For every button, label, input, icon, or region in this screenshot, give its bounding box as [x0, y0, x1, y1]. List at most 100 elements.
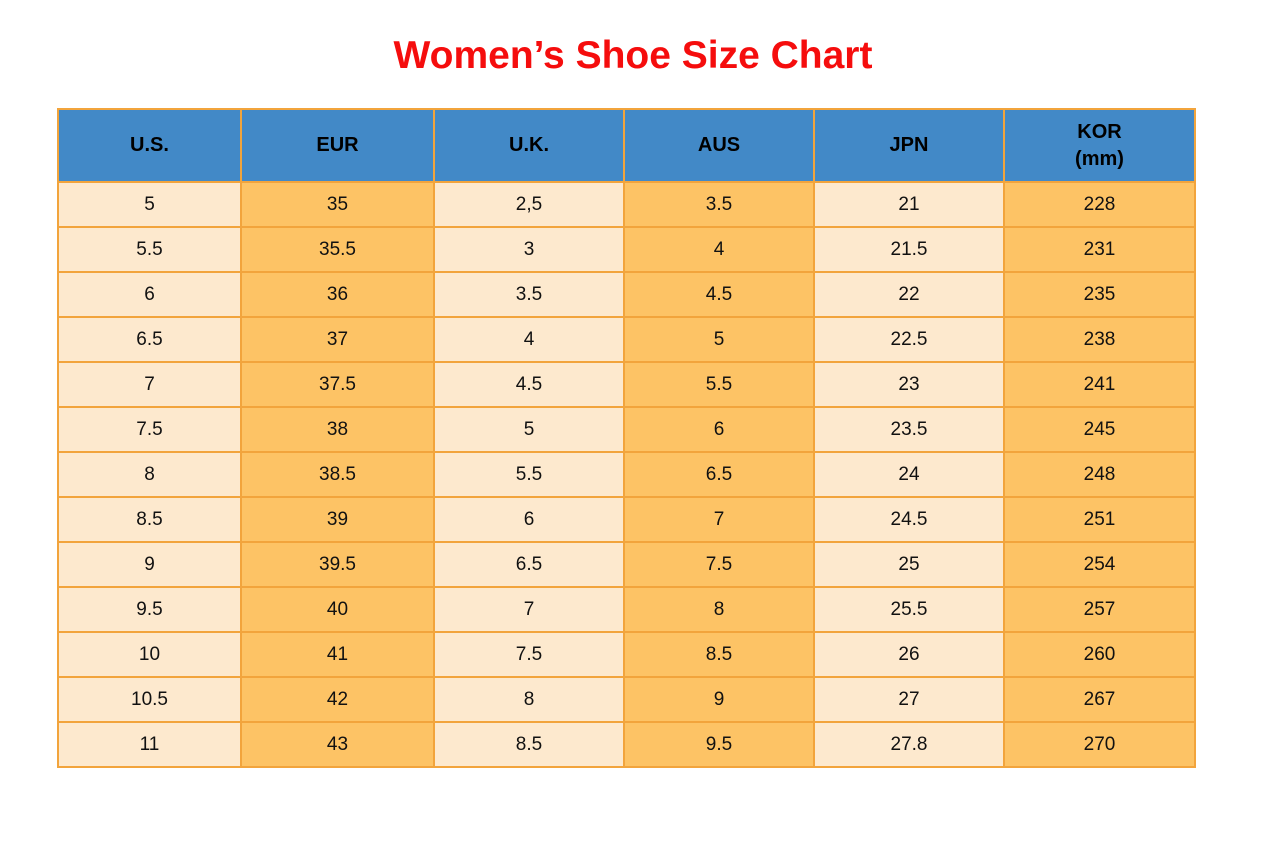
column-header-5: KOR (mm)	[1003, 108, 1196, 183]
table-cell: 36	[240, 271, 435, 318]
table-cell: 25	[813, 541, 1005, 588]
column-header-2: U.K.	[433, 108, 625, 183]
table-cell: 8	[433, 676, 625, 723]
table-cell: 23.5	[813, 406, 1005, 453]
table-cell: 235	[1003, 271, 1196, 318]
table-cell: 7.5	[433, 631, 625, 678]
table-cell: 8	[57, 451, 242, 498]
table-cell: 4.5	[433, 361, 625, 408]
table-cell: 22	[813, 271, 1005, 318]
table-cell: 39	[240, 496, 435, 543]
table-cell: 5	[433, 406, 625, 453]
table-cell: 38.5	[240, 451, 435, 498]
table-cell: 8	[623, 586, 815, 633]
table-row: 7.5 38 5 6 23.5 245	[57, 406, 1196, 453]
column-header-1: EUR	[240, 108, 435, 183]
table-cell: 4	[623, 226, 815, 273]
table-cell: 4	[433, 316, 625, 363]
table-row: 11 43 8.5 9.5 27.8 270	[57, 721, 1196, 768]
table-cell: 267	[1003, 676, 1196, 723]
table-cell: 9	[57, 541, 242, 588]
table-cell: 2,5	[433, 181, 625, 228]
table-cell: 5	[57, 181, 242, 228]
table-body: 5 35 2,5 3.5 21 228 5.5 35.5 3 4 21.5 231 6 36 3.5 4.5 2…	[57, 181, 1196, 768]
table-cell: 257	[1003, 586, 1196, 633]
table-row: 10.5 42 8 9 27 267	[57, 676, 1196, 723]
table-row: 6 36 3.5 4.5 22 235	[57, 271, 1196, 318]
table-cell: 254	[1003, 541, 1196, 588]
table-cell: 41	[240, 631, 435, 678]
table-cell: 7.5	[57, 406, 242, 453]
table-cell: 43	[240, 721, 435, 768]
table-cell: 9	[623, 676, 815, 723]
table-cell: 37.5	[240, 361, 435, 408]
table-row: 9.5 40 7 8 25.5 257	[57, 586, 1196, 633]
table-cell: 40	[240, 586, 435, 633]
table-cell: 248	[1003, 451, 1196, 498]
column-header-4: JPN	[813, 108, 1005, 183]
table-cell: 39.5	[240, 541, 435, 588]
table-cell: 4.5	[623, 271, 815, 318]
table-cell: 5.5	[623, 361, 815, 408]
table-cell: 3	[433, 226, 625, 273]
table-header-row: U.S. EUR U.K. AUS JPN KOR (mm)	[57, 108, 1196, 183]
table-cell: 231	[1003, 226, 1196, 273]
table-cell: 5.5	[57, 226, 242, 273]
table-cell: 21	[813, 181, 1005, 228]
table-row: 9 39.5 6.5 7.5 25 254	[57, 541, 1196, 588]
table-cell: 8.5	[433, 721, 625, 768]
table-cell: 27	[813, 676, 1005, 723]
table-cell: 9.5	[623, 721, 815, 768]
table-cell: 25.5	[813, 586, 1005, 633]
table-cell: 7.5	[623, 541, 815, 588]
table-cell: 35.5	[240, 226, 435, 273]
table-row: 5 35 2,5 3.5 21 228	[57, 181, 1196, 228]
table-cell: 10.5	[57, 676, 242, 723]
table-cell: 10	[57, 631, 242, 678]
table-cell: 7	[57, 361, 242, 408]
table-cell: 8.5	[57, 496, 242, 543]
table-cell: 9.5	[57, 586, 242, 633]
shoe-size-table: U.S. EUR U.K. AUS JPN KOR (mm) 5 35 2,5 3.5 21 228…	[57, 108, 1196, 768]
table-cell: 5.5	[433, 451, 625, 498]
table-cell: 3.5	[623, 181, 815, 228]
table-cell: 6.5	[57, 316, 242, 363]
table-cell: 5	[623, 316, 815, 363]
table-cell: 238	[1003, 316, 1196, 363]
table-cell: 228	[1003, 181, 1196, 228]
table-cell: 260	[1003, 631, 1196, 678]
table-cell: 24	[813, 451, 1005, 498]
table-cell: 26	[813, 631, 1005, 678]
table-cell: 241	[1003, 361, 1196, 408]
table-cell: 21.5	[813, 226, 1005, 273]
table-cell: 6	[623, 406, 815, 453]
table-cell: 6	[57, 271, 242, 318]
table-row: 6.5 37 4 5 22.5 238	[57, 316, 1196, 363]
table-cell: 251	[1003, 496, 1196, 543]
table-cell: 3.5	[433, 271, 625, 318]
table-cell: 6.5	[623, 451, 815, 498]
table-cell: 245	[1003, 406, 1196, 453]
table-cell: 7	[623, 496, 815, 543]
table-row: 10 41 7.5 8.5 26 260	[57, 631, 1196, 678]
table-cell: 23	[813, 361, 1005, 408]
page-title: Women’s Shoe Size Chart	[393, 34, 873, 77]
table-cell: 6.5	[433, 541, 625, 588]
table-row: 8 38.5 5.5 6.5 24 248	[57, 451, 1196, 498]
table-cell: 7	[433, 586, 625, 633]
table-row: 7 37.5 4.5 5.5 23 241	[57, 361, 1196, 408]
table-cell: 24.5	[813, 496, 1005, 543]
table-cell: 8.5	[623, 631, 815, 678]
table-cell: 6	[433, 496, 625, 543]
table-cell: 42	[240, 676, 435, 723]
table-row: 5.5 35.5 3 4 21.5 231	[57, 226, 1196, 273]
table-cell: 22.5	[813, 316, 1005, 363]
column-header-0: U.S.	[57, 108, 242, 183]
table-row: 8.5 39 6 7 24.5 251	[57, 496, 1196, 543]
table-cell: 11	[57, 721, 242, 768]
table-cell: 270	[1003, 721, 1196, 768]
table-cell: 37	[240, 316, 435, 363]
table-cell: 35	[240, 181, 435, 228]
column-header-3: AUS	[623, 108, 815, 183]
table-cell: 27.8	[813, 721, 1005, 768]
